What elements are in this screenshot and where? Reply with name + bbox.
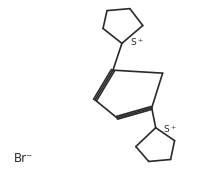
Text: S$^+$: S$^+$	[163, 124, 177, 135]
Text: S$^+$: S$^+$	[130, 37, 144, 48]
Text: Br⁻: Br⁻	[14, 152, 33, 165]
